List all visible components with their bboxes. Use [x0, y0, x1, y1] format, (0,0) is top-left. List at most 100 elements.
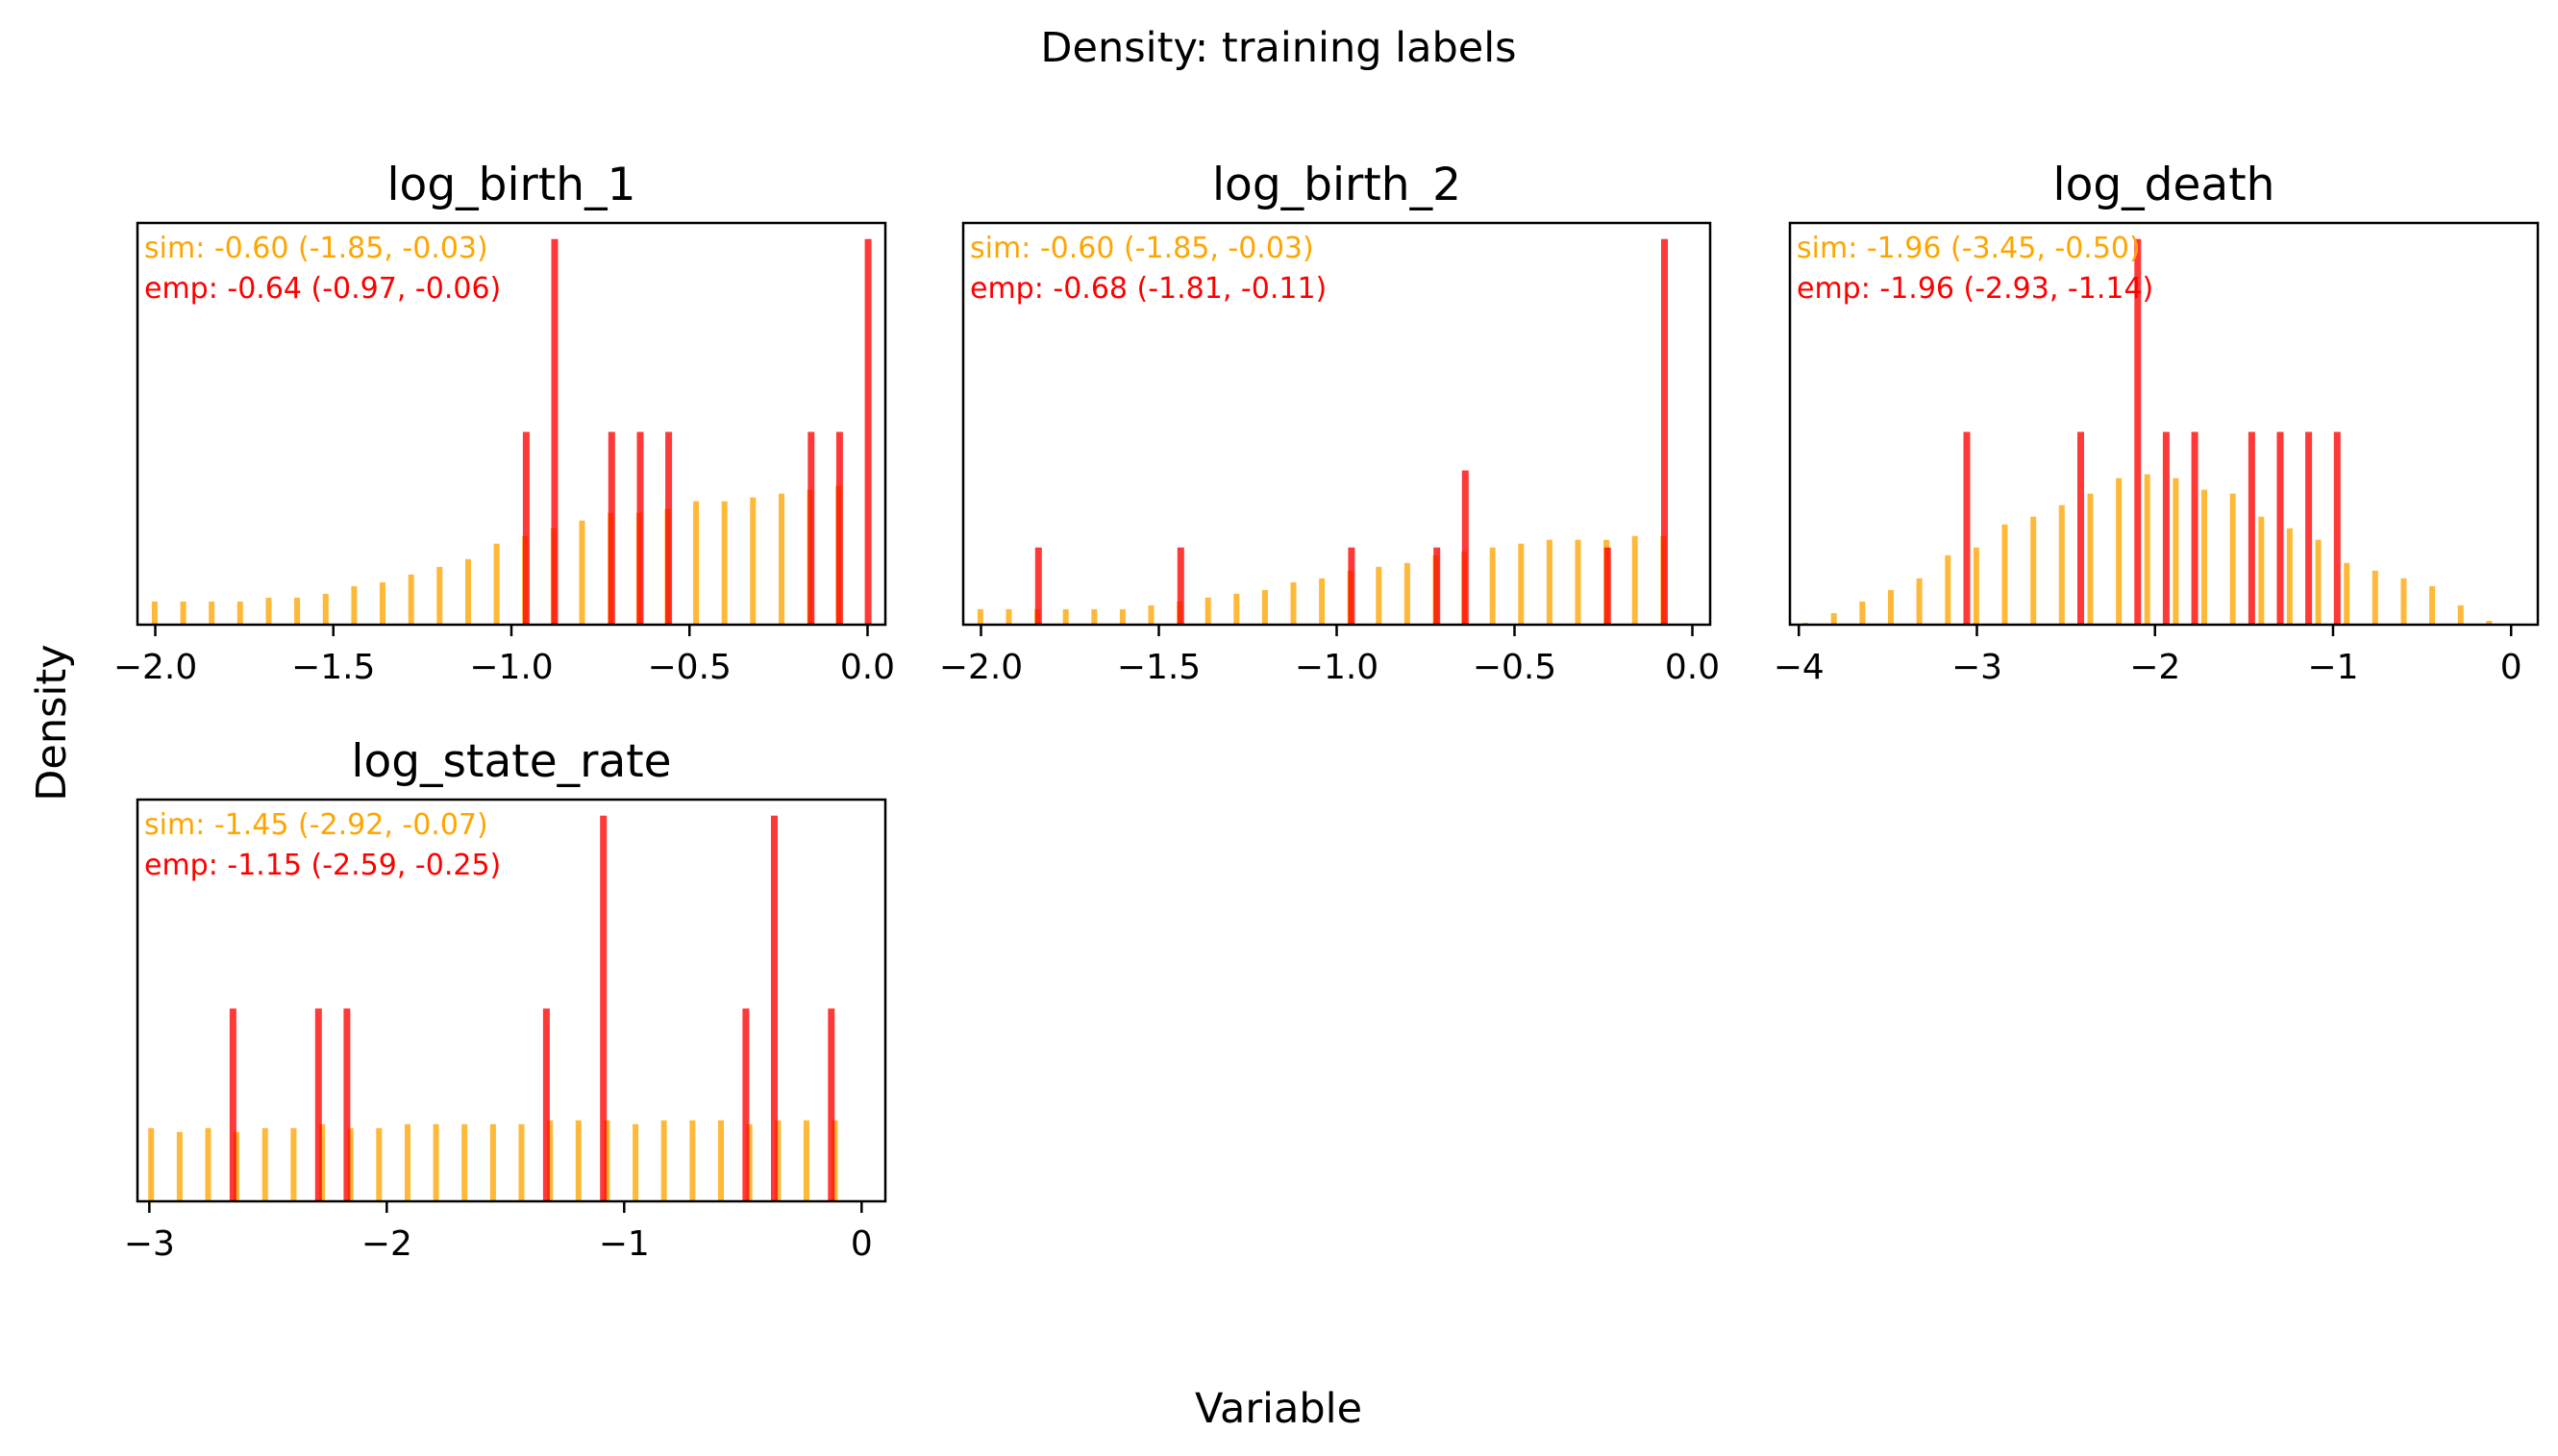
bar-emp	[2248, 432, 2255, 625]
bar-sim	[1119, 608, 1126, 625]
bar-sim	[461, 1123, 468, 1201]
bar-emp	[2191, 432, 2198, 625]
bar-sim	[693, 501, 700, 625]
bar-sim	[547, 1120, 554, 1201]
bar-emp	[1661, 238, 1668, 625]
bar-sim	[236, 601, 243, 625]
bar-sim	[408, 574, 414, 625]
bar-emp	[1603, 547, 1611, 625]
bar-sim	[579, 520, 585, 625]
bar-sim	[633, 1123, 639, 1201]
bar-sim	[493, 543, 500, 625]
bar-sim	[2058, 505, 2065, 625]
bar-sim	[746, 1123, 753, 1201]
bar-emp	[2162, 432, 2170, 625]
bar-emp	[522, 432, 530, 625]
bar-sim	[1489, 547, 1496, 625]
bar-emp	[608, 432, 615, 625]
bar-sim	[2030, 516, 2037, 625]
x-tick-label: −1.0	[469, 648, 553, 687]
bar-sim	[436, 566, 443, 625]
bar-emp	[835, 432, 843, 625]
panel-title: log_state_rate	[351, 735, 671, 788]
bar-sim	[465, 558, 471, 625]
bar-emp	[314, 1008, 322, 1201]
bar-emp	[1177, 547, 1184, 625]
x-tick-label: −0.5	[1473, 648, 1556, 687]
bar-emp	[864, 238, 872, 625]
bar-emp	[343, 1008, 351, 1201]
bar-sim	[1091, 608, 1098, 625]
bar-sim	[660, 1120, 667, 1201]
emp-annotation: emp: -0.68 (-1.81, -0.11)	[970, 272, 1327, 306]
bar-sim	[1830, 613, 1837, 625]
bar-emp	[742, 1008, 750, 1201]
bar-sim	[180, 601, 186, 625]
x-tick-label: −1.5	[1117, 648, 1201, 687]
bar-sim	[2429, 585, 2436, 625]
bar-sim	[294, 597, 301, 625]
bar-sim	[1888, 589, 1894, 625]
bar-sim	[261, 1127, 268, 1201]
bar-sim	[176, 1131, 183, 1201]
x-tick-label: 0.0	[1665, 648, 1720, 687]
bar-sim	[2315, 539, 2322, 625]
x-tick-label: −3	[1951, 648, 2002, 687]
panel-title: log_birth_1	[387, 159, 636, 211]
bar-sim	[380, 581, 385, 625]
bar-sim	[347, 1127, 354, 1201]
bar-sim	[775, 1120, 782, 1201]
bar-emp	[2276, 432, 2284, 625]
bar-sim	[1945, 555, 1951, 625]
panel-log-birth-2: −2.0 −1.5 −1.0 −0.5 0.0 log_birth_2 sim: -0.60…	[939, 159, 1720, 687]
axes-frame	[1788, 221, 2540, 627]
emp-annotation: emp: -1.96 (-2.93, -1.14)	[1797, 272, 2153, 306]
bar-sim	[2201, 489, 2207, 625]
bar-sim	[1403, 562, 1410, 625]
y-axis-label: Density	[28, 644, 76, 801]
bar-sim	[689, 1120, 696, 1201]
bar-sim	[1631, 535, 1638, 625]
bar-sim	[209, 601, 215, 625]
bar-sim	[2116, 478, 2123, 625]
x-tick-label: −3	[124, 1224, 175, 1264]
bar-emp	[665, 432, 673, 625]
panel-log-state-rate: −3 −2 −1 0 log_state_rate sim: -1.45 (-2.92, …	[124, 735, 887, 1264]
x-tick-label: −2.0	[939, 648, 1023, 687]
emp-annotation: emp: -1.15 (-2.59, -0.25)	[144, 849, 501, 882]
bar-sim	[319, 1123, 326, 1201]
x-tick-label: 0.0	[840, 648, 895, 687]
bar-sim	[322, 593, 329, 625]
x-tick-label: −0.5	[648, 648, 732, 687]
bar-sim	[2173, 478, 2179, 625]
panels: −2.0 −1.5 −1.0 −0.5 0.0 log_birth_1 sim: -0.60…	[113, 159, 2540, 1264]
bar-emp	[636, 432, 644, 625]
bar-sim	[1575, 539, 1581, 625]
sim-annotation: sim: -1.45 (-2.92, -0.07)	[144, 808, 488, 842]
bar-emp	[2333, 432, 2341, 625]
x-tick-label: −1	[2307, 648, 2358, 687]
x-tick-label: 0	[2500, 648, 2522, 687]
bar-sim	[575, 1120, 582, 1201]
bar-sim	[1319, 578, 1326, 625]
axes-frame	[136, 798, 887, 1203]
bar-sim	[205, 1127, 211, 1201]
bar-emp	[1433, 547, 1441, 625]
bar-sim	[1916, 578, 1923, 625]
bar-emp	[1034, 547, 1042, 625]
bar-emp	[229, 1008, 236, 1201]
sim-annotation: sim: -0.60 (-1.85, -0.03)	[970, 232, 1314, 265]
x-tick-label: −1	[599, 1224, 650, 1264]
bar-emp	[828, 1008, 835, 1201]
x-tick-label: −4	[1774, 648, 1825, 687]
bar-sim	[1859, 601, 1866, 625]
sim-annotation: sim: -0.60 (-1.85, -0.03)	[144, 232, 488, 265]
panel-title: log_death	[2053, 159, 2275, 211]
bar-sim	[779, 493, 784, 625]
bar-sim	[604, 1120, 610, 1201]
bar-sim	[1006, 608, 1012, 625]
bar-sim	[234, 1131, 240, 1201]
bar-emp	[1461, 470, 1469, 625]
bar-emp	[2134, 238, 2142, 625]
